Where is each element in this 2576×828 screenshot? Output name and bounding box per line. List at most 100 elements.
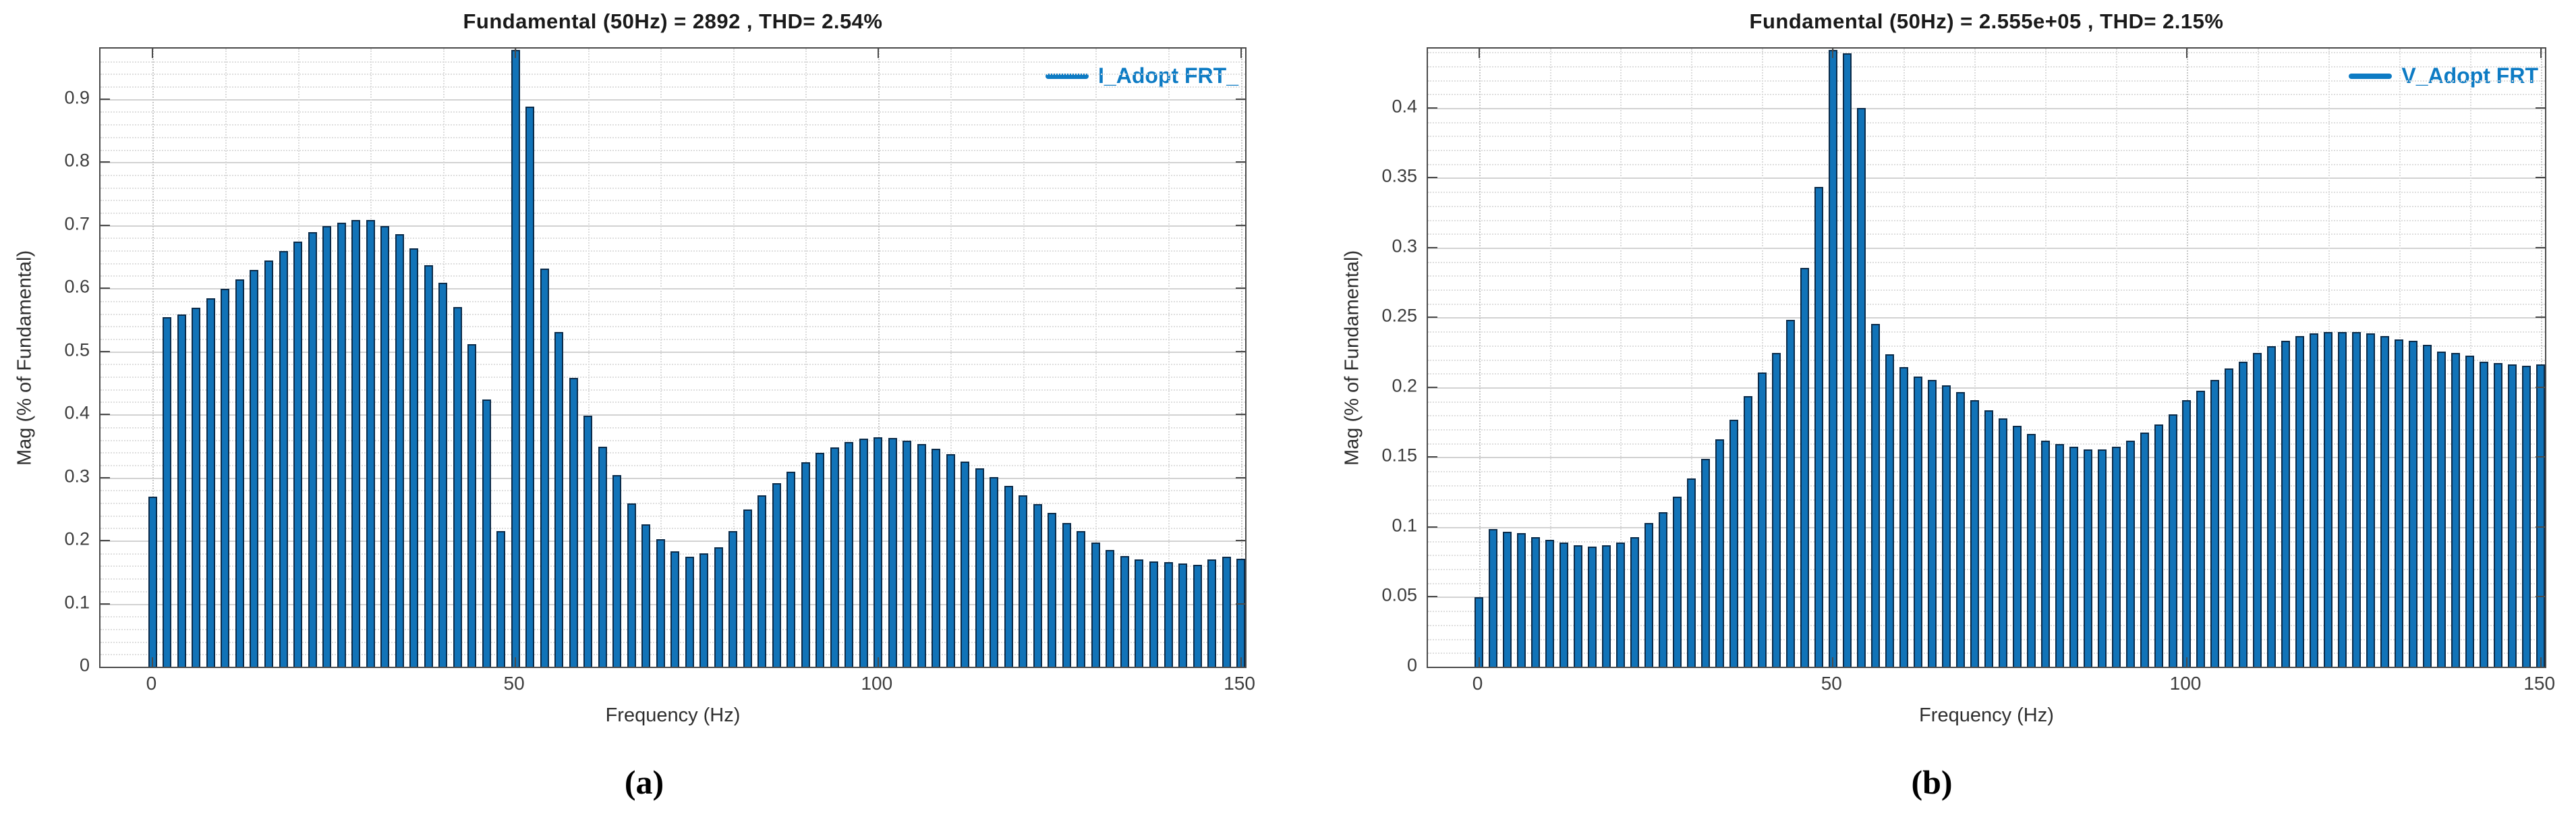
bar [221, 289, 230, 667]
axis-tick [101, 161, 110, 163]
y-tick-label: 0.9 [64, 87, 90, 108]
y-tick-label: 0.6 [64, 276, 90, 297]
bar [728, 531, 738, 667]
gridline-h-major [101, 351, 1245, 353]
plot-area-a: I_Adopt FRT_ [99, 47, 1247, 668]
gridline-v [1168, 49, 1170, 667]
bar [1149, 561, 1158, 667]
y-tick-label: 0 [1406, 655, 1417, 675]
gridline-h-major [101, 99, 1245, 101]
x-tick-label: 0 [146, 673, 157, 694]
bar [467, 344, 477, 667]
axis-tick [1240, 657, 1242, 667]
gridline-h-minor [1428, 401, 2545, 403]
bar [1207, 559, 1217, 667]
axis-tick [2536, 596, 2545, 598]
bar [1019, 495, 1028, 667]
bar [1091, 543, 1100, 667]
bar [1885, 354, 1894, 667]
bar [1531, 536, 1540, 667]
axis-tick [1428, 177, 1437, 179]
bar [2267, 346, 2277, 667]
axis-tick [1428, 386, 1437, 388]
bar [1785, 319, 1795, 667]
bar [990, 477, 999, 667]
bar [1771, 353, 1781, 667]
bar [815, 452, 825, 667]
bar [1630, 536, 1639, 667]
gridline-h-minor [101, 452, 1245, 454]
bar [1587, 547, 1597, 667]
bar [2012, 425, 2022, 667]
y-tick-label: 0.8 [64, 150, 90, 171]
bar [511, 50, 520, 667]
gridline-v [2045, 49, 2047, 667]
bar [1106, 550, 1115, 667]
bar [1503, 531, 1512, 667]
bar [1700, 459, 1710, 667]
bar [279, 251, 288, 667]
x-tick-label: 100 [861, 673, 893, 694]
gridline-h-major [101, 162, 1245, 164]
bar [2040, 441, 2050, 667]
bar [641, 524, 651, 667]
axis-tick [2536, 246, 2545, 248]
bar [2083, 449, 2092, 667]
bar [2111, 446, 2121, 667]
bar [1164, 562, 1173, 667]
bar [1475, 597, 1484, 667]
bar [2310, 333, 2319, 667]
bar [1913, 377, 1922, 667]
bar [1757, 372, 1767, 667]
gridline-h-minor [1428, 205, 2545, 207]
bar [1715, 439, 1724, 667]
plot-title-b: Fundamental (50Hz) = 2.555e+05 , THD= 2.… [1749, 9, 2224, 33]
bar [264, 260, 273, 667]
gridline-v [1023, 49, 1025, 667]
legend-line-swatch [1046, 73, 1089, 79]
bar [395, 234, 404, 667]
gridline-h-minor [101, 502, 1245, 504]
gridline-v [2540, 49, 2542, 667]
legend-line-swatch [2349, 73, 2393, 79]
bar [308, 232, 317, 667]
gridline-v [660, 49, 662, 667]
panel-letter-a: (a) [624, 763, 664, 801]
y-tick-label: 0.5 [64, 339, 90, 360]
gridline-h-minor [101, 490, 1245, 492]
gridline-h-major [1428, 387, 2545, 389]
bar [380, 226, 390, 667]
y-tick-label: 0.35 [1381, 165, 1417, 186]
axis-tick [2536, 177, 2545, 179]
bar [2366, 333, 2376, 667]
bar [235, 279, 244, 667]
bar [1856, 107, 1866, 667]
gridline-h-minor [101, 238, 1245, 240]
axis-tick [1236, 161, 1245, 163]
bar [598, 446, 607, 667]
gridline-h-minor [1428, 219, 2545, 221]
bar [2210, 379, 2220, 667]
axis-tick [1478, 657, 1480, 667]
gridline-h-minor [101, 111, 1245, 113]
bar [453, 307, 462, 667]
bar [250, 270, 259, 667]
bar [801, 462, 810, 667]
bar [2480, 361, 2489, 667]
y-tick-label: 0.3 [1392, 236, 1417, 256]
axis-tick [1428, 107, 1437, 109]
bar [148, 497, 157, 667]
gridline-h-major [1428, 317, 2545, 319]
axis-tick [877, 49, 879, 58]
bar [2196, 391, 2206, 667]
gridline-h-major [1428, 247, 2545, 249]
bar [1686, 478, 1696, 667]
plot-area-b: V_Adopt FRT [1427, 47, 2546, 668]
bar [2423, 344, 2432, 667]
bar [903, 441, 912, 667]
bar [293, 242, 302, 667]
axis-tick [2536, 316, 2545, 319]
bar [2508, 364, 2517, 667]
axis-tick [1236, 98, 1245, 100]
gridline-h-minor [101, 313, 1245, 315]
